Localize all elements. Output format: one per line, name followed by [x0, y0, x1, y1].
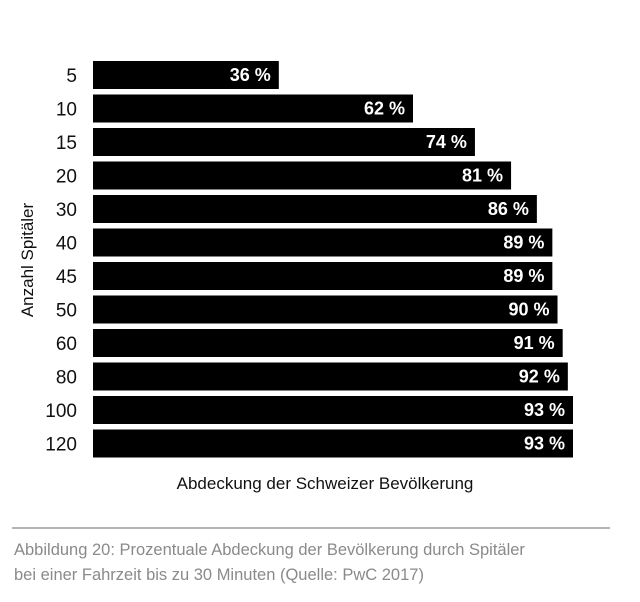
bar-40: [93, 228, 553, 257]
bar-value-label-20: 81 %: [462, 166, 503, 186]
figure-caption: Abbildung 20: Prozentuale Abdeckung der …: [14, 538, 614, 588]
bar-10: [93, 94, 413, 123]
bar-120: [93, 429, 573, 458]
category-label-20: 20: [56, 167, 77, 188]
bar-15: [93, 128, 475, 156]
bar-45: [93, 262, 553, 290]
bar-value-label-15: 74 %: [426, 132, 467, 152]
bars-group: 36 % 5 62 % 10 74 % 15 81 % 20 86 % 30 89 % 40 89 % 4…: [45, 61, 573, 458]
bar-value-label-60: 91 %: [514, 333, 555, 353]
category-label-120: 120: [45, 435, 77, 456]
category-label-40: 40: [56, 234, 77, 255]
bar-5: [93, 61, 279, 89]
bar-value-label-80: 92 %: [519, 367, 560, 387]
category-label-100: 100: [45, 401, 77, 422]
category-label-5: 5: [66, 66, 77, 87]
bar-value-label-30: 86 %: [488, 199, 529, 219]
bar-value-label-5: 36 %: [230, 65, 271, 85]
bar-50: [93, 295, 558, 324]
bar-60: [93, 329, 563, 357]
category-label-50: 50: [56, 301, 77, 322]
bar-80: [93, 362, 568, 391]
bar-value-label-45: 89 %: [503, 266, 544, 286]
caption-line-2: bei einer Fahrzeit bis zu 30 Minuten (Qu…: [14, 566, 424, 584]
bar-20: [93, 161, 512, 190]
bar-value-label-100: 93 %: [524, 400, 565, 420]
bar-value-label-10: 62 %: [364, 99, 405, 119]
caption-divider: [12, 527, 610, 529]
bar-value-label-40: 89 %: [503, 233, 544, 253]
x-axis-title: Abdeckung der Schweizer Bevölkerung: [177, 474, 474, 493]
category-label-30: 30: [56, 200, 77, 221]
category-label-80: 80: [56, 368, 77, 389]
bar-value-label-120: 93 %: [524, 434, 565, 454]
bar-30: [93, 195, 537, 223]
category-label-15: 15: [56, 133, 77, 154]
y-axis-title: Anzahl Spitäler: [18, 202, 37, 317]
bar-chart: 36 % 5 62 % 10 74 % 15 81 % 20 86 % 30 89 % 40 89 % 4…: [18, 61, 573, 493]
category-label-10: 10: [56, 100, 77, 121]
bar-100: [93, 396, 573, 424]
category-label-45: 45: [56, 267, 77, 288]
category-label-60: 60: [56, 334, 77, 355]
caption-line-1: Abbildung 20: Prozentuale Abdeckung der …: [14, 541, 525, 559]
bar-value-label-50: 90 %: [508, 300, 549, 320]
